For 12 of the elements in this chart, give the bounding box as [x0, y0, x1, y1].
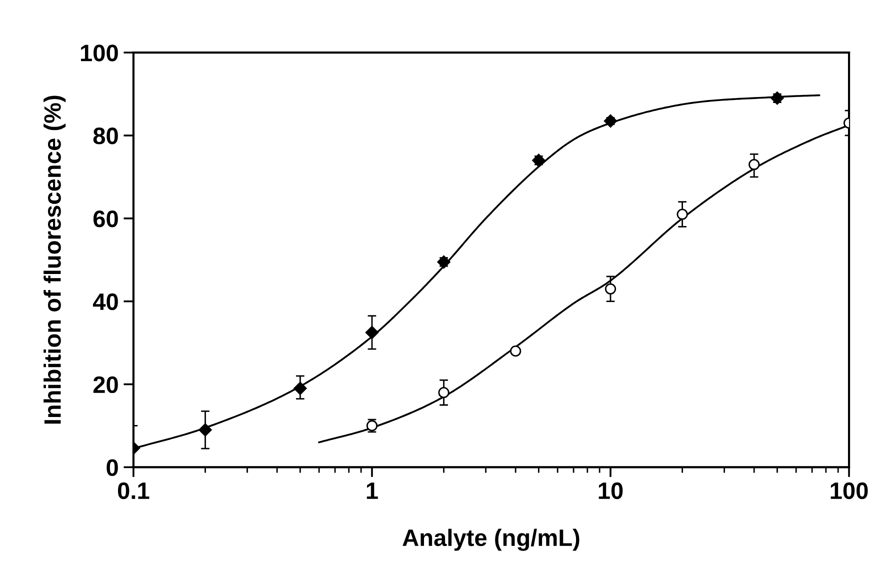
y-tick-label: 80 — [93, 128, 118, 144]
x-tick-label: 0.1 — [118, 482, 150, 500]
y-tick-label: 100 — [80, 44, 118, 62]
y-axis-title: Inhibition of fluorescence (%) — [44, 96, 66, 424]
y-tick-label: 20 — [93, 376, 118, 394]
x-tick-label: 1 — [366, 482, 378, 499]
y-tick-label: 40 — [92, 293, 118, 310]
x-tick-label: 100 — [830, 482, 868, 500]
x-axis-title: Analyte (ng/mL) — [402, 528, 580, 551]
y-tick-label: 0 — [106, 459, 118, 476]
x-tick-label: 10 — [598, 482, 623, 500]
y-tick-label: 60 — [93, 210, 118, 228]
